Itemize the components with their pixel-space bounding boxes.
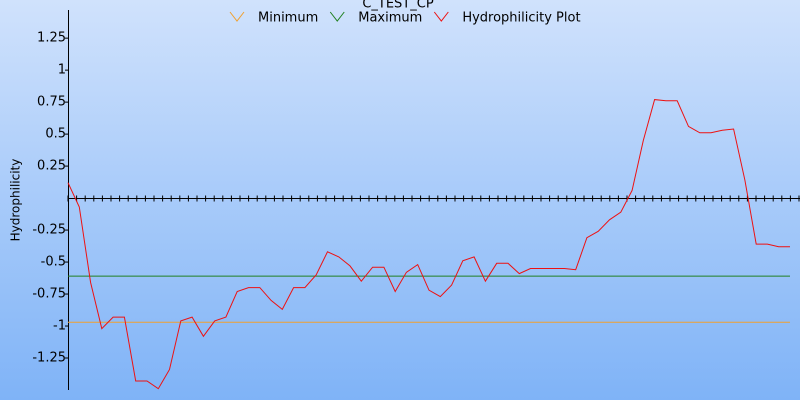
legend-icon [329,11,345,22]
chart-title: C_TEST_CP [362,0,434,12]
y-tick-label: 0.5 [45,127,66,142]
legend-icon [229,11,245,22]
y-tick-label: 1.25 [37,31,66,46]
legend-label: Minimum [258,11,318,26]
y-tick-label: -0.5 [41,255,66,270]
legend-label: Maximum [358,11,422,26]
y-axis-label: Hydrophilicity [9,159,23,242]
legend-label: Hydrophilicity Plot [462,11,580,26]
legend-icon [433,11,449,22]
y-tick-label: 0.75 [37,95,66,110]
y-tick-label: -0.25 [32,223,66,238]
y-tick-label: -0.75 [32,287,66,302]
y-tick-label: -1.25 [32,351,66,366]
y-tick-label: -1 [53,319,66,334]
y-tick-label: 1 [58,63,66,78]
data-line [67,99,790,390]
y-tick-label: 0.25 [37,159,66,174]
